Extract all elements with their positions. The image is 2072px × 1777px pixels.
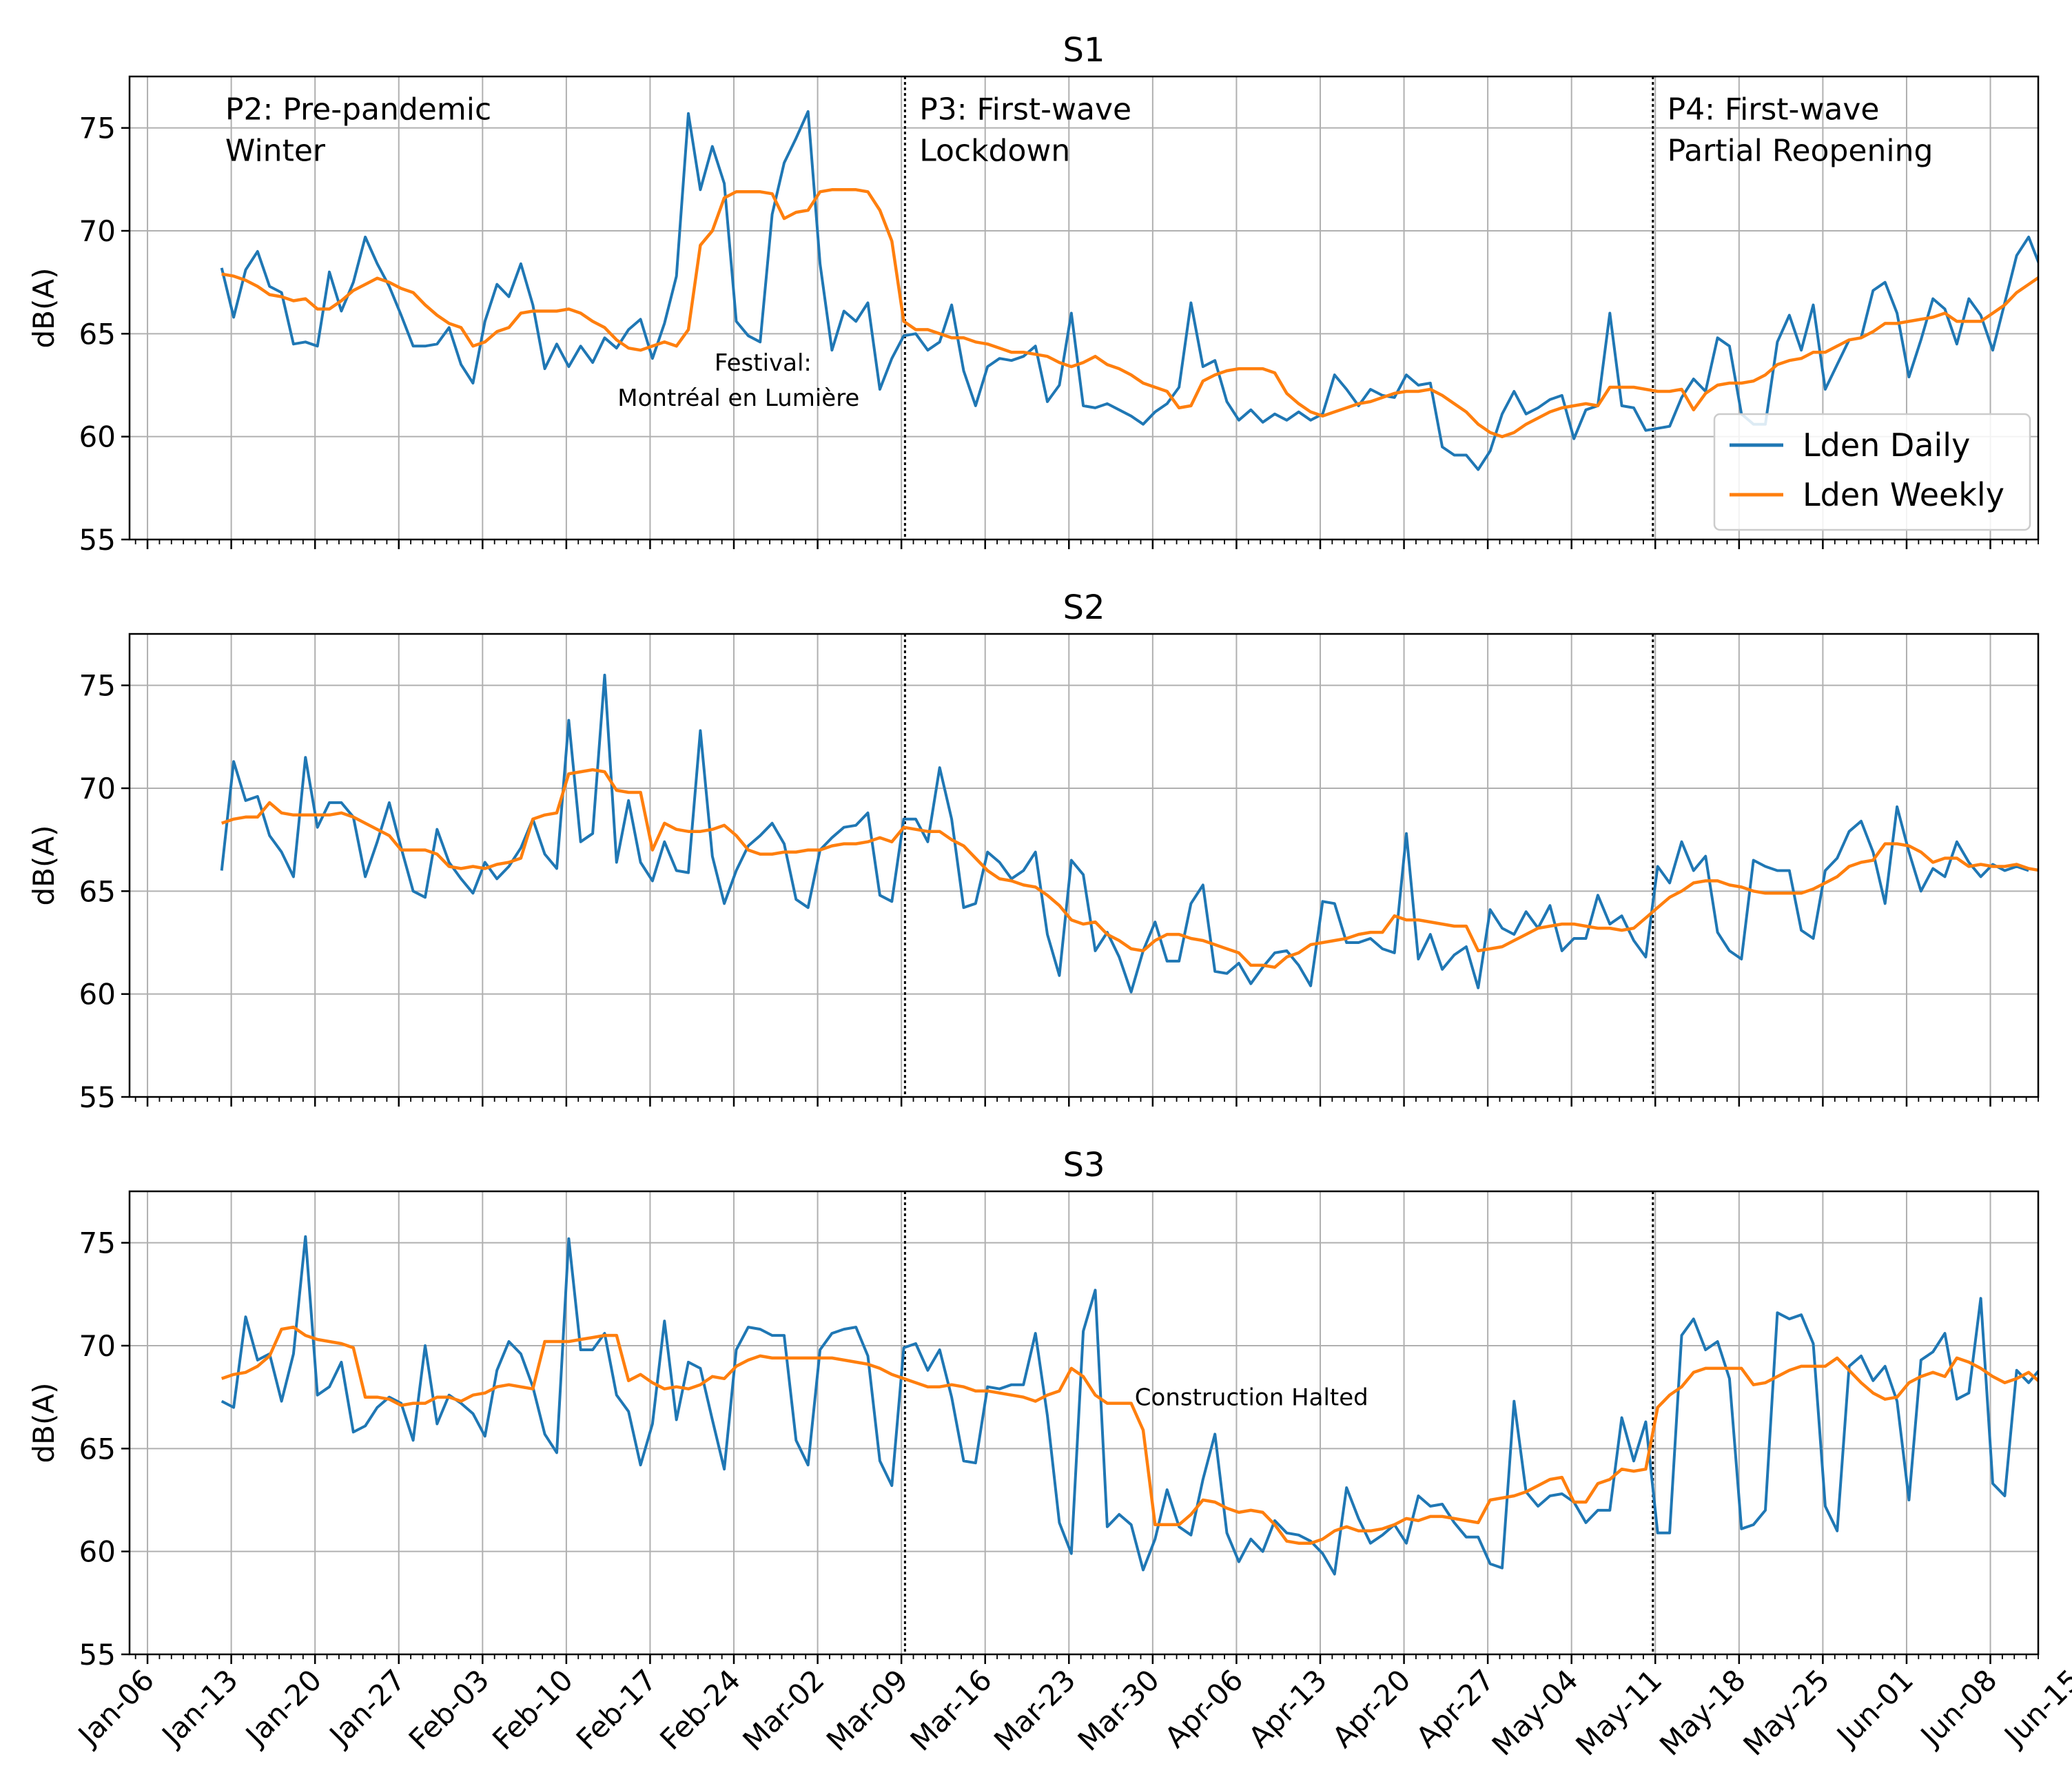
x-tick-label: Mar-09 — [820, 1663, 914, 1757]
y-tick-label: 55 — [79, 523, 116, 557]
panel-s2: 55 60 65 70 75 dB(A) S2 — [27, 588, 2040, 1114]
series-lden-weekly — [220, 1325, 2038, 1545]
y-tick-label: 70 — [79, 772, 116, 805]
plot-frame — [128, 75, 2040, 541]
panel-title: S3 — [1063, 1146, 1105, 1184]
x-tick-label: Mar-16 — [904, 1663, 998, 1757]
x-tick-label: Apr-20 — [1326, 1663, 1417, 1754]
annotation-text: P3: First-wave — [919, 92, 1131, 127]
x-tick-label: Mar-23 — [987, 1663, 1082, 1757]
x-tick-label: Jun-15 — [1996, 1663, 2072, 1754]
x-tick-label: Jan-13 — [154, 1663, 245, 1753]
x-tick-label: Feb-17 — [570, 1663, 664, 1756]
annotation-text: Lockdown — [919, 133, 1070, 168]
y-axis-label: dB(A) — [27, 825, 61, 906]
x-tick-label: Mar-02 — [736, 1663, 830, 1757]
y-axis-label: dB(A) — [27, 1383, 61, 1463]
series-lden-daily — [220, 673, 2029, 994]
series-lden-daily — [220, 1235, 2038, 1576]
legend: Lden Daily Lden Weekly — [1713, 413, 2031, 531]
legend-box — [1713, 413, 2031, 531]
x-tick-label: Jun-08 — [1913, 1663, 2004, 1754]
y-tick-label: 70 — [79, 1329, 116, 1363]
x-tick-label: Apr-13 — [1242, 1663, 1333, 1754]
annotation-text: P4: First-wave — [1668, 92, 1880, 127]
y-tick-label: 75 — [79, 1226, 116, 1260]
x-tick-label: Feb-03 — [402, 1663, 496, 1756]
annotation-text: Montréal en Lumière — [617, 384, 859, 412]
legend-label: Lden Weekly — [1803, 476, 2004, 513]
x-tick-label: Mar-30 — [1071, 1663, 1166, 1757]
x-tick-label: May-18 — [1653, 1663, 1752, 1762]
y-tick-label: 55 — [79, 1080, 116, 1114]
x-tick-label: Jun-01 — [1829, 1663, 1920, 1754]
x-tick-label: Feb-10 — [486, 1663, 579, 1756]
x-tick-label: Jan-20 — [238, 1663, 328, 1753]
y-tick-label: 65 — [79, 874, 116, 908]
y-tick-label: 65 — [79, 1432, 116, 1466]
annotation-text: Winter — [225, 133, 326, 168]
x-tick-label: Apr-06 — [1158, 1663, 1250, 1754]
panel-title: S2 — [1063, 588, 1105, 627]
plot-frame — [128, 1190, 2040, 1656]
panel-title: S1 — [1063, 31, 1105, 70]
y-tick-label: 70 — [79, 214, 116, 248]
x-tick-label: May-04 — [1486, 1663, 1585, 1762]
y-axis-label: dB(A) — [27, 268, 61, 349]
annotation-text: P2: Pre-pandemic — [225, 92, 491, 127]
x-tick-label: Jan-27 — [322, 1663, 412, 1753]
annotation-text: Festival: — [715, 349, 812, 377]
x-tick-label: May-25 — [1736, 1663, 1836, 1762]
x-tick-label: May-11 — [1569, 1663, 1668, 1762]
series-lden-weekly — [220, 768, 2038, 969]
y-tick-label: 60 — [79, 420, 116, 454]
y-tick-label: 75 — [79, 112, 116, 145]
panel-s1: 55 60 65 70 75 dB(A) S1 P2: Pre-pandemic Winter P… — [27, 31, 2040, 557]
annotation-text: Partial Reopening — [1668, 133, 1933, 168]
y-tick-label: 75 — [79, 669, 116, 703]
x-tick-label: Feb-24 — [653, 1663, 747, 1756]
plot-frame — [128, 633, 2040, 1098]
panel-s3: 55 60 65 70 75 dB(A) S3 Construction Halted — [27, 1146, 2040, 1672]
annotation-text: Construction Halted — [1135, 1384, 1368, 1412]
legend-label: Lden Daily — [1803, 427, 1970, 464]
y-tick-label: 65 — [79, 317, 116, 351]
y-tick-label: 60 — [79, 978, 116, 1011]
series-lden-weekly — [221, 188, 2038, 438]
x-tick-label: Jan-06 — [70, 1663, 161, 1753]
y-tick-label: 60 — [79, 1535, 116, 1569]
y-tick-label: 55 — [79, 1638, 116, 1672]
